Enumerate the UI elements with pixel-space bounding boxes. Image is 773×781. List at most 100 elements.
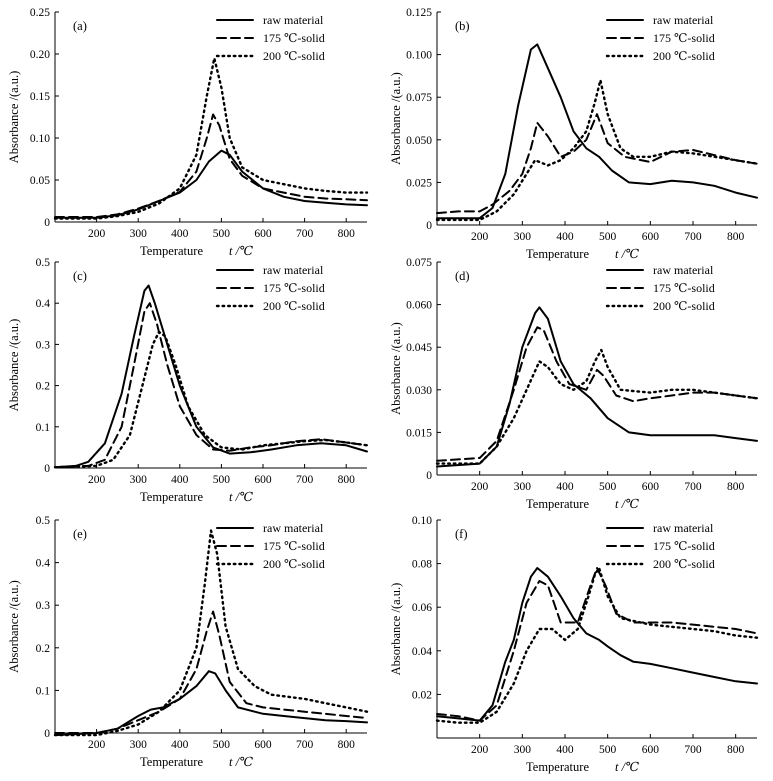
x-tick-label: 600 — [254, 228, 272, 240]
panel-label: (e) — [73, 527, 87, 541]
x-tick-label: 500 — [213, 228, 231, 240]
series-line-dashed — [54, 610, 368, 734]
series-line-dashed — [436, 567, 758, 722]
x-axis-label: Temperature — [140, 244, 203, 258]
series-line-dotted — [53, 57, 369, 220]
y-tick-label: 0.06 — [412, 602, 432, 614]
x-tick-label: 800 — [338, 228, 356, 240]
y-tick-label: 0 — [44, 463, 50, 475]
x-tick-label: 300 — [130, 228, 148, 240]
y-tick-label: 0.10 — [30, 133, 50, 145]
series-line-solid — [54, 149, 368, 219]
x-tick-label: 300 — [514, 231, 532, 243]
x-axis-unit: t /℃ — [615, 247, 639, 261]
legend-label: 200 ℃-solid — [653, 299, 715, 313]
x-tick-label: 600 — [254, 739, 272, 751]
x-tick-label: 700 — [296, 228, 314, 240]
series-line-dashed — [436, 113, 758, 215]
legend-label: 200 ℃-solid — [263, 49, 325, 63]
x-tick-label: 200 — [471, 744, 489, 756]
x-tick-label: 500 — [599, 481, 617, 493]
y-tick-label: 0.05 — [30, 175, 50, 187]
y-axis-label: Absorbance /(a.u.) — [7, 580, 21, 673]
y-tick-label: 0.025 — [406, 177, 432, 189]
y-tick-label: 0 — [44, 217, 50, 229]
y-tick-label: 0.1 — [36, 422, 51, 434]
x-tick-label: 200 — [88, 739, 106, 751]
y-tick-label: 0.5 — [36, 515, 51, 527]
legend-label: 175 ℃-solid — [653, 281, 715, 295]
x-tick-label: 800 — [338, 739, 356, 751]
legend-label: 200 ℃-solid — [653, 49, 715, 63]
panel-label: (d) — [455, 269, 470, 283]
x-tick-label: 700 — [684, 481, 702, 493]
series-line-solid — [436, 567, 758, 722]
series-line-dashed — [54, 302, 368, 469]
x-tick-label: 200 — [471, 481, 489, 493]
series-line-dotted — [53, 529, 369, 737]
x-tick-label: 600 — [642, 481, 660, 493]
y-tick-label: 0.4 — [36, 558, 51, 570]
legend-label: raw material — [263, 13, 324, 27]
x-tick-label: 700 — [684, 231, 702, 243]
x-axis-label: Temperature — [526, 497, 589, 511]
y-tick-label: 0.050 — [406, 135, 432, 147]
x-tick-label: 400 — [171, 228, 189, 240]
legend-label: 175 ℃-solid — [263, 539, 325, 553]
y-tick-label: 0.02 — [412, 689, 432, 701]
y-tick-label: 0.3 — [36, 600, 51, 612]
legend-label: 200 ℃-solid — [263, 557, 325, 571]
x-axis-label: Temperature — [526, 760, 589, 774]
panel-label: (f) — [455, 527, 468, 541]
legend-label: 175 ℃-solid — [653, 539, 715, 553]
series-line-solid — [436, 306, 758, 468]
panel-d: 200 300 400 500 600 700 800 0 0.015 0.030 0.045 0.0… — [389, 257, 759, 511]
x-tick-label: 200 — [471, 231, 489, 243]
y-axis-label: Absorbance /(a.u.) — [389, 322, 403, 415]
x-tick-label: 700 — [684, 744, 702, 756]
x-tick-label: 200 — [88, 228, 106, 240]
x-axis-unit: t /℃ — [615, 497, 639, 511]
x-tick-label: 800 — [727, 481, 745, 493]
x-tick-label: 700 — [296, 474, 314, 486]
x-tick-label: 400 — [171, 474, 189, 486]
x-tick-label: 400 — [556, 744, 574, 756]
legend-label: 175 ℃-solid — [653, 31, 715, 45]
legend-label: 175 ℃-solid — [263, 31, 325, 45]
legend-label: 200 ℃-solid — [653, 557, 715, 571]
panel-label: (b) — [455, 19, 470, 33]
legend-label: raw material — [653, 521, 714, 535]
y-tick-label: 0.075 — [406, 92, 432, 104]
legend-label: 175 ℃-solid — [263, 281, 325, 295]
x-tick-label: 400 — [556, 481, 574, 493]
series-line-dotted — [53, 330, 369, 469]
y-tick-label: 0.2 — [36, 381, 51, 393]
y-tick-label: 0.125 — [406, 7, 432, 19]
series-line-dotted — [435, 348, 759, 465]
y-tick-label: 0.25 — [30, 7, 50, 19]
y-tick-label: 0.4 — [36, 298, 51, 310]
y-axis-label: Absorbance /(a.u.) — [389, 583, 403, 676]
x-tick-label: 300 — [514, 481, 532, 493]
y-tick-label: 0.060 — [406, 300, 432, 312]
x-axis-label: Temperature — [140, 490, 203, 504]
legend-label: raw material — [263, 521, 324, 535]
x-tick-label: 500 — [599, 231, 617, 243]
x-tick-label: 600 — [642, 231, 660, 243]
x-axis-unit: t /℃ — [229, 755, 253, 769]
y-tick-label: 0.030 — [406, 385, 432, 397]
series-line-dotted — [435, 79, 759, 222]
y-tick-label: 0.100 — [406, 50, 432, 62]
series-line-dotted — [435, 566, 759, 724]
panel-c: 200 300 400 500 600 700 800 0 0.1 0.2 0.3 0.4 0.5 Tem… — [7, 257, 369, 504]
y-tick-label: 0.08 — [412, 559, 432, 571]
y-tick-label: 0.075 — [406, 257, 432, 269]
panel-a: 200 300 400 500 600 700 800 0 0.05 0.10 0.15 0.20 0.… — [7, 7, 369, 258]
x-tick-label: 300 — [514, 744, 532, 756]
y-tick-label: 0.3 — [36, 339, 51, 351]
y-tick-label: 0.15 — [30, 91, 50, 103]
series-line-solid — [54, 670, 368, 737]
y-tick-label: 0 — [426, 220, 432, 232]
legend-label: raw material — [653, 13, 714, 27]
